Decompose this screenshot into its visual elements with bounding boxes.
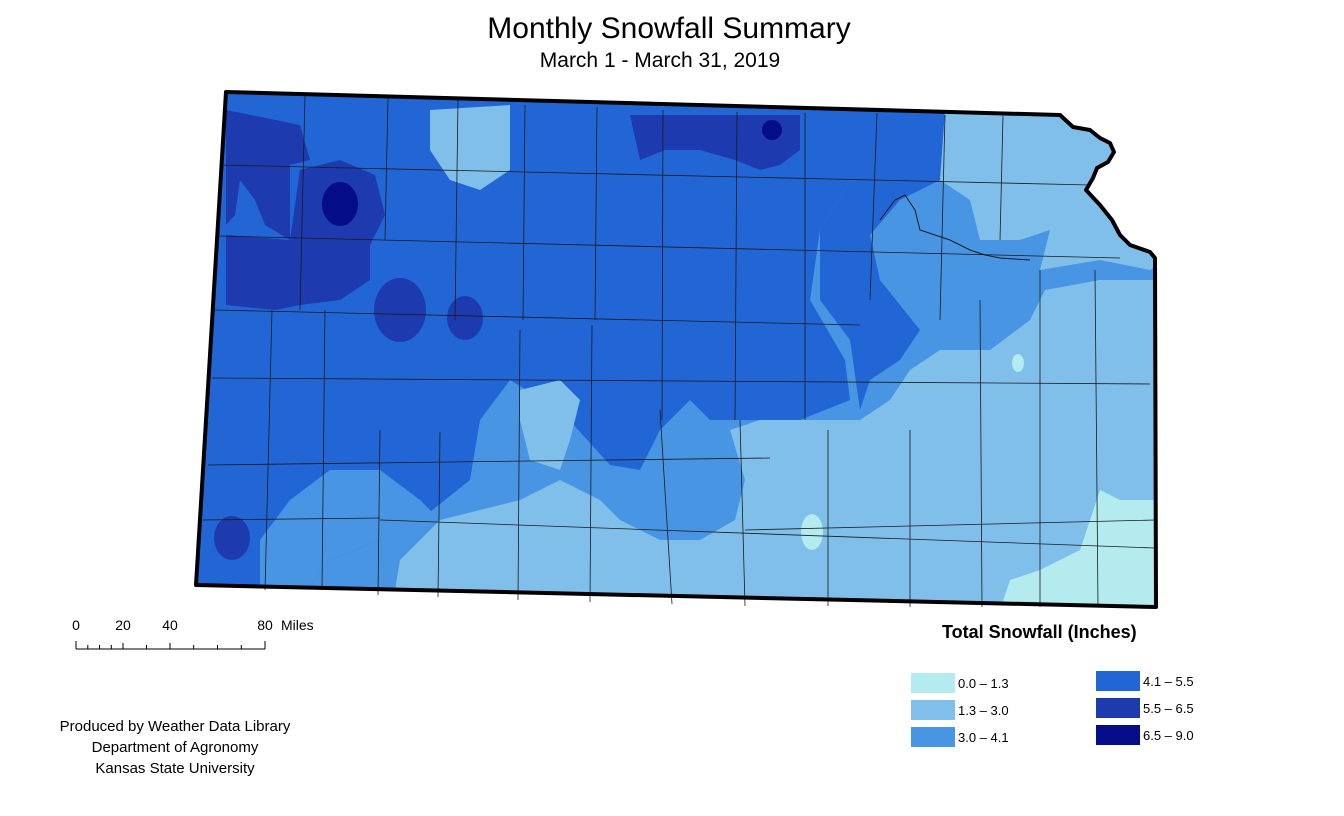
zone-1-3-3-0-south xyxy=(390,280,1156,607)
credit-line-1: Produced by Weather Data Library xyxy=(59,718,291,735)
scale-tick-0: 0 xyxy=(72,617,80,633)
map-subtitle: March 1 - March 31, 2019 xyxy=(539,49,781,72)
scale-tick-40: 40 xyxy=(162,617,178,633)
scale-tick-20: 20 xyxy=(115,617,131,633)
legend-swatch xyxy=(1096,671,1140,691)
scale-bar: 0 20 40 80 Miles xyxy=(60,614,360,660)
legend-swatch xyxy=(911,673,955,693)
credit-line-3: Kansas State University xyxy=(95,760,255,777)
zone-5-5-6-5-north xyxy=(630,115,800,170)
legend-label: 0.0 – 1.3 xyxy=(958,676,1009,691)
zone-0-0-1-3-spot-south xyxy=(801,514,823,550)
zone-4-1-5-5-northeast xyxy=(800,92,950,410)
zone-1-3-3-0-north xyxy=(430,105,510,190)
zone-5-5-6-5-northwest xyxy=(226,110,310,240)
kansas-river-boundary xyxy=(879,194,1031,261)
zone-6-5-9-0-spot-a xyxy=(322,182,358,226)
zone-5-5-6-5-spot-c xyxy=(214,516,250,560)
zone-5-5-6-5-spot-a xyxy=(374,278,426,342)
credits: Produced by Weather Data Library Departm… xyxy=(20,716,330,779)
legend-label: 3.0 – 4.1 xyxy=(958,730,1009,745)
scale-ruler xyxy=(75,641,266,650)
legend-label: 6.5 – 9.0 xyxy=(1143,728,1194,743)
scale-unit: Miles xyxy=(281,617,314,633)
legend-swatch xyxy=(911,700,955,720)
zone-0-0-1-3-spot-east xyxy=(1012,354,1024,372)
legend-label: 1.3 – 3.0 xyxy=(958,703,1009,718)
legend-swatch xyxy=(911,727,955,747)
zone-3-0-4-1-south-west xyxy=(260,470,440,607)
zone-6-5-9-0-spot-b xyxy=(762,120,782,140)
legend-swatch xyxy=(1096,698,1140,718)
legend-label: 4.1 – 5.5 xyxy=(1143,674,1194,689)
credit-line-2: Department of Agronomy xyxy=(91,739,259,756)
state-outline xyxy=(194,90,1158,609)
zone-5-5-6-5-spot-b xyxy=(447,296,483,340)
zone-0-0-1-3-southeast xyxy=(1000,490,1156,607)
county-boundaries xyxy=(201,94,1156,608)
legend-label: 5.5 – 6.5 xyxy=(1143,701,1194,716)
zone-1-3-3-0-central xyxy=(520,380,580,470)
map-title: Monthly Snowfall Summary xyxy=(487,12,851,45)
legend-title: Total Snowfall (Inches) xyxy=(942,622,1137,642)
legend-swatch xyxy=(1096,725,1140,745)
snowfall-zones xyxy=(196,92,1156,607)
scale-tick-80: 80 xyxy=(257,617,273,633)
